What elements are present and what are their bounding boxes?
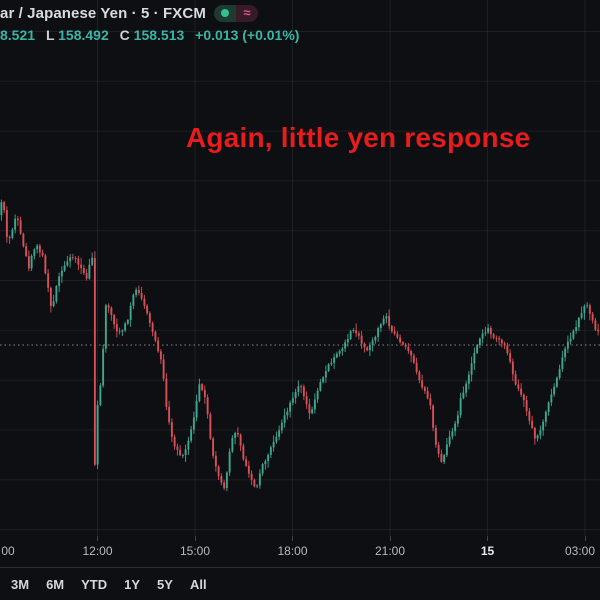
ohlc-close-value: 158.513 <box>133 27 185 43</box>
chart-area <box>0 0 600 536</box>
ohlc-low-value: 158.492 <box>58 27 109 43</box>
time-axis-label: 15 <box>480 544 495 558</box>
range-button-ytd[interactable]: YTD <box>76 574 112 595</box>
time-axis[interactable]: 00 12:00 15:00 18:00 21:00 15 03:00 <box>0 536 600 567</box>
ohlc-legend: 8.521 L 158.492 C 158.513 +0.013 (+0.01%… <box>0 27 299 43</box>
candlestick-chart[interactable] <box>0 0 600 536</box>
time-axis-tick <box>389 536 391 541</box>
delayed-data-icon: ≈ <box>243 4 251 20</box>
ohlc-partial-value: 8.521 <box>0 27 36 43</box>
time-axis-tick <box>97 536 98 541</box>
ohlc-close-label: C <box>119 27 130 43</box>
time-axis-tick <box>194 536 196 541</box>
market-open-dot-icon <box>220 9 229 17</box>
range-button-3m[interactable]: 3M <box>6 574 34 595</box>
annotation-text: Again, little yen response <box>186 122 531 153</box>
symbol-legend: ar / Japanese Yen · 5 · FXCM ≈ 8.521 L 1… <box>0 3 299 43</box>
date-range-toolbar: 3M 6M YTD 1Y 5Y All <box>0 567 600 600</box>
time-axis-label: 18:00 <box>277 544 308 558</box>
time-axis-label: 21:00 <box>374 544 406 558</box>
time-axis-tick <box>292 536 293 541</box>
time-axis-tick <box>487 536 488 541</box>
range-button-all[interactable]: All <box>185 574 212 595</box>
time-axis-label: 03:00 <box>564 544 596 558</box>
range-button-5y[interactable]: 5Y <box>152 574 178 595</box>
range-button-6m[interactable]: 6M <box>41 574 69 595</box>
ohlc-change-value: +0.013 (+0.01%) <box>195 27 300 43</box>
time-axis-label: 12:00 <box>82 544 113 558</box>
time-axis-tick <box>584 536 586 541</box>
market-status-badge[interactable]: ≈ <box>213 4 258 22</box>
time-axis-label: 15:00 <box>179 544 211 558</box>
range-button-1y[interactable]: 1Y <box>119 574 145 595</box>
symbol-title[interactable]: ar / Japanese Yen · 5 · FXCM <box>0 4 206 22</box>
ohlc-low-label: L <box>45 27 55 43</box>
time-axis-label: 00 <box>1 544 15 558</box>
